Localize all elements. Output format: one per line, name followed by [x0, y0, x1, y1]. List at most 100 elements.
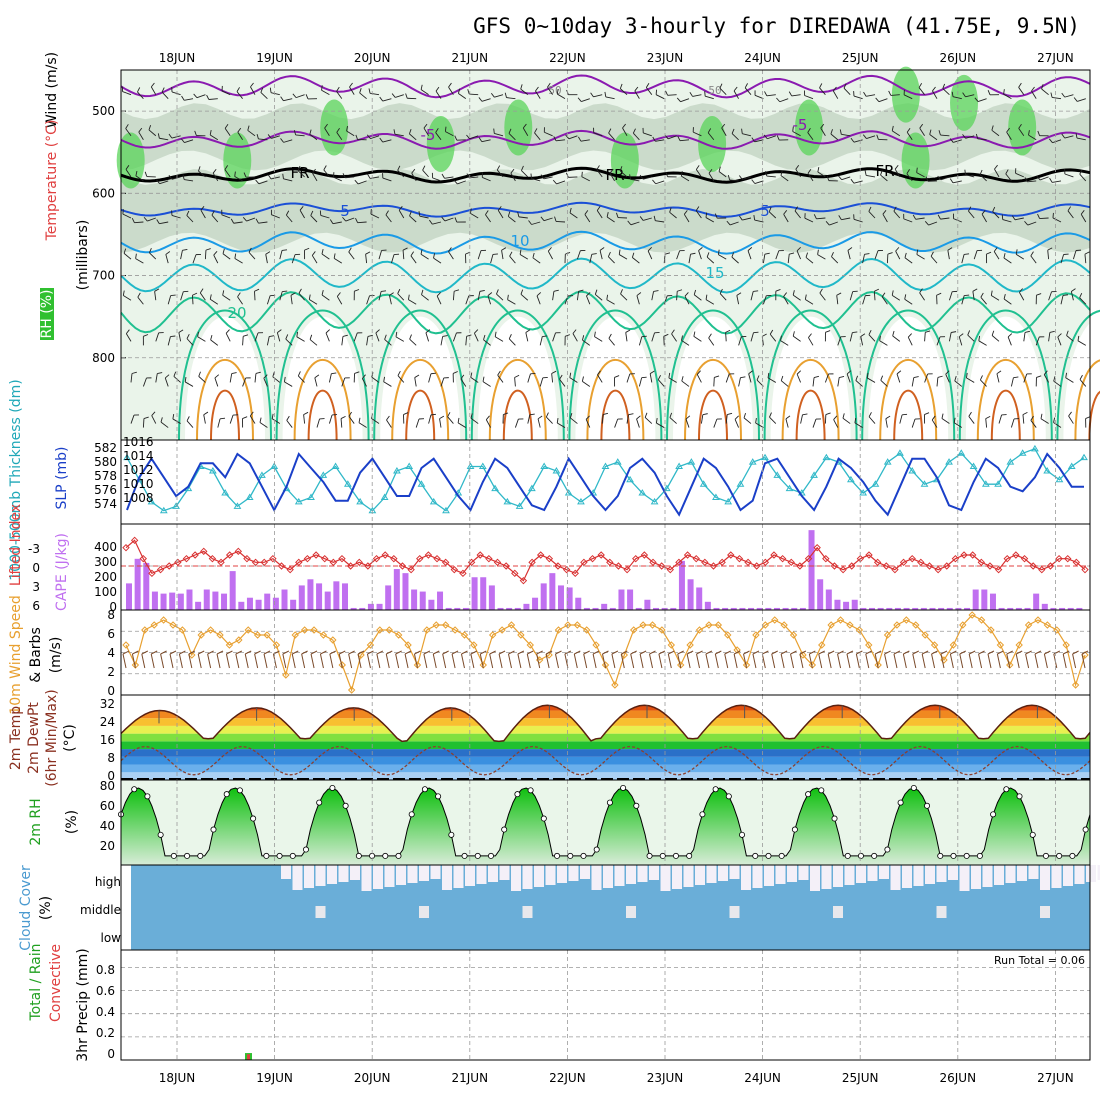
thickness-point [945, 458, 953, 465]
wind-barb [271, 214, 280, 219]
li-point [778, 554, 787, 563]
wind-barb [903, 94, 913, 100]
wind-speed-point [470, 641, 478, 649]
rh-point [805, 791, 812, 798]
wind-barb [321, 253, 330, 260]
wind-barb [428, 414, 432, 424]
wind-barb [853, 95, 863, 100]
wind-barb-10m-flag [705, 650, 713, 655]
wind-barb-flag [493, 128, 495, 134]
wind-barb [619, 254, 628, 260]
wind-barb-10m-flag [592, 650, 600, 655]
wind-barb [366, 336, 369, 346]
rh-moist-blob [320, 99, 349, 156]
wind-barb-10m-flag [508, 650, 515, 655]
wind-barb [572, 333, 578, 342]
thickness-point [638, 489, 647, 496]
wind-barb [522, 127, 529, 137]
wind-speed-point [677, 661, 685, 669]
cape-bar [756, 607, 763, 610]
wind-barb [619, 170, 628, 178]
wind-barb [644, 417, 653, 424]
wind-barb [885, 418, 888, 428]
li-point [1012, 551, 1020, 559]
wind-barb-flag [978, 335, 981, 341]
wind-barb [700, 414, 704, 424]
wind-barb [485, 214, 491, 223]
wind-barb-flag [1085, 416, 1091, 419]
wind-barb-flag [993, 247, 998, 252]
wind-barb [980, 379, 987, 387]
wind-barb-flag [285, 334, 289, 340]
wind-barb-10m [197, 653, 202, 669]
rh-point [857, 852, 864, 859]
wind-barb [638, 377, 643, 387]
wind-barb-flag [664, 252, 671, 255]
wind-barb-flag [581, 376, 584, 382]
cape-bar [402, 573, 409, 610]
wind-barb [125, 169, 132, 178]
wind-barb [258, 221, 268, 224]
rh-point [791, 826, 798, 833]
wind-barb-flag [517, 211, 520, 217]
rh-moist-blob [891, 66, 920, 123]
wind-barb-flag [582, 335, 585, 341]
wind-barb-10m [263, 653, 268, 669]
wind-barb-flag [879, 335, 881, 341]
wind-barb-10m [282, 653, 287, 669]
wind-barb [270, 92, 280, 96]
contour-label: FR [605, 166, 624, 184]
li-point [934, 565, 942, 574]
wind-barb [447, 416, 454, 424]
wind-barb-flag [668, 372, 671, 378]
cape-bar [609, 607, 616, 610]
wind-barb [283, 178, 293, 182]
wind-speed-point [319, 631, 328, 639]
li-point [312, 551, 320, 559]
wind-barb-flag [355, 217, 359, 223]
wind-barb [668, 377, 677, 383]
wind-barb-flag [644, 412, 648, 418]
wind-speed-point [639, 621, 647, 629]
cape-bar [981, 589, 988, 610]
wind-barb [1003, 298, 1012, 305]
wind-barb-flag [748, 370, 753, 375]
wind-barb-flag [864, 253, 870, 255]
wind-barb-10m [639, 653, 644, 669]
li-point [260, 558, 268, 567]
wind-barb-flag [430, 372, 436, 375]
wind-barb-10m-flag [1053, 650, 1061, 655]
cloud-high-block [833, 865, 843, 887]
wind-barb-flag [681, 376, 684, 382]
slp-axis-label: SLP (mb) [54, 446, 70, 509]
wind-barb [924, 332, 926, 342]
rh-point [382, 852, 389, 859]
wind-barb [645, 87, 653, 95]
wind-barb [1066, 335, 1074, 342]
wind-barb-10m-flag [357, 650, 365, 655]
wind-barb [210, 298, 219, 305]
wind-barb [265, 254, 268, 264]
wind-barb-flag [346, 125, 348, 132]
wind-barb-flag [123, 248, 127, 254]
rh-point [1082, 826, 1089, 833]
wind-barb-flag [267, 174, 272, 180]
date-label-bottom: 27JUN [1037, 1071, 1074, 1085]
wind-barb-10m-flag [122, 650, 130, 655]
wind-barb [586, 295, 591, 305]
rh-point [184, 852, 191, 859]
wind-barb [713, 418, 718, 428]
wind-barb-10m [818, 653, 823, 669]
li-point [839, 565, 847, 574]
wind-barb-flag [138, 127, 143, 133]
li-point [657, 562, 666, 570]
wind-barb-flag [135, 253, 137, 259]
precip-frame [120, 949, 1091, 1061]
temperature-axis-label: Temperature (°C) [44, 120, 60, 242]
wind-barb [698, 250, 702, 260]
wind-barb [891, 294, 901, 301]
li-point [346, 562, 355, 570]
wind-barb-flag [707, 128, 712, 133]
wind-barb-10m [244, 653, 249, 669]
thickness-point [896, 449, 904, 456]
